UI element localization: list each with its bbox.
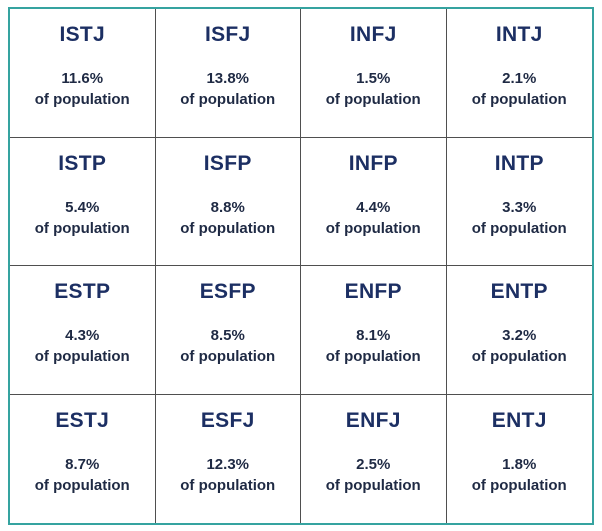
type-cell: ENTP 3.2% of population	[446, 266, 592, 395]
population-caption: of population	[34, 91, 130, 108]
type-code: ISTP	[58, 151, 107, 175]
type-cell: ISFJ 13.8% of population	[155, 9, 301, 138]
population-percent: 13.8%	[206, 70, 250, 87]
population-caption: of population	[180, 91, 276, 108]
population-percent: 5.4%	[65, 198, 100, 216]
type-cell: ESTJ 8.7% of population	[10, 394, 156, 523]
type-code: ENTJ	[491, 408, 547, 432]
population-percent: 1.5%	[356, 70, 391, 87]
type-cell: ISTJ 11.6% of population	[10, 9, 156, 138]
population-percent: 8.5%	[210, 327, 245, 344]
type-cell: ESFJ 12.3% of population	[156, 394, 301, 523]
population-caption: of population	[471, 476, 567, 494]
population-caption: of population	[180, 219, 276, 237]
population-caption: of population	[180, 476, 276, 494]
type-code: INTP	[494, 151, 544, 175]
population-caption: of population	[471, 219, 567, 237]
population-caption: of population	[325, 91, 421, 108]
type-code: ISFP	[203, 151, 252, 175]
population-caption: of population	[325, 476, 421, 494]
type-cell: ESTP 4.3% of population	[10, 266, 156, 395]
population-caption: of population	[34, 476, 130, 494]
type-code: ESTP	[54, 280, 111, 303]
type-cell: ENFP 8.1% of population	[301, 266, 447, 395]
population-percent: 2.1%	[502, 70, 537, 87]
population-caption: of population	[325, 348, 421, 365]
population-caption: of population	[34, 348, 130, 365]
type-code: INFJ	[349, 23, 397, 46]
population-percent: 4.3%	[65, 327, 100, 344]
population-caption: of population	[471, 348, 567, 365]
type-cell: ENTJ 1.8% of population	[447, 395, 593, 524]
type-cell: ENFJ 2.5% of population	[301, 394, 447, 523]
type-code: ENTP	[490, 280, 548, 303]
population-caption: of population	[34, 219, 130, 237]
type-code: INTJ	[495, 23, 543, 46]
population-percent: 8.7%	[65, 455, 100, 473]
population-percent: 3.3%	[502, 198, 537, 216]
type-code: ESFP	[199, 280, 256, 303]
type-cell: INFJ 1.5% of population	[301, 9, 447, 138]
type-cell: ISFP 8.8% of population	[155, 137, 301, 266]
type-cell: ISTP 5.4% of population	[10, 137, 156, 266]
type-cell: ESFP 8.5% of population	[155, 266, 301, 395]
population-percent: 4.4%	[356, 198, 391, 216]
type-code: ESFJ	[200, 408, 255, 432]
population-caption: of population	[325, 219, 421, 237]
population-percent: 3.2%	[502, 327, 537, 344]
type-cell: INFP 4.4% of population	[301, 137, 447, 266]
type-code: ENFP	[344, 280, 402, 303]
population-percent: 11.6%	[61, 70, 104, 87]
type-cell: INTJ 2.1% of population	[446, 9, 592, 138]
population-percent: 8.1%	[356, 327, 391, 344]
population-percent: 2.5%	[356, 455, 391, 473]
population-caption: of population	[471, 91, 567, 108]
type-cell: INTP 3.3% of population	[446, 138, 592, 266]
type-code: INFP	[348, 151, 398, 175]
type-code: ISTJ	[59, 23, 106, 46]
type-code: ESTJ	[55, 408, 110, 432]
type-code: ENFJ	[345, 408, 401, 432]
population-percent: 1.8%	[502, 455, 537, 473]
mbti-type-grid: ISTJ 11.6% of population ISFJ 13.8% of p…	[8, 7, 594, 525]
population-percent: 12.3%	[206, 455, 250, 473]
type-code: ISFJ	[204, 23, 251, 46]
population-caption: of population	[180, 348, 276, 365]
population-percent: 8.8%	[210, 198, 245, 216]
